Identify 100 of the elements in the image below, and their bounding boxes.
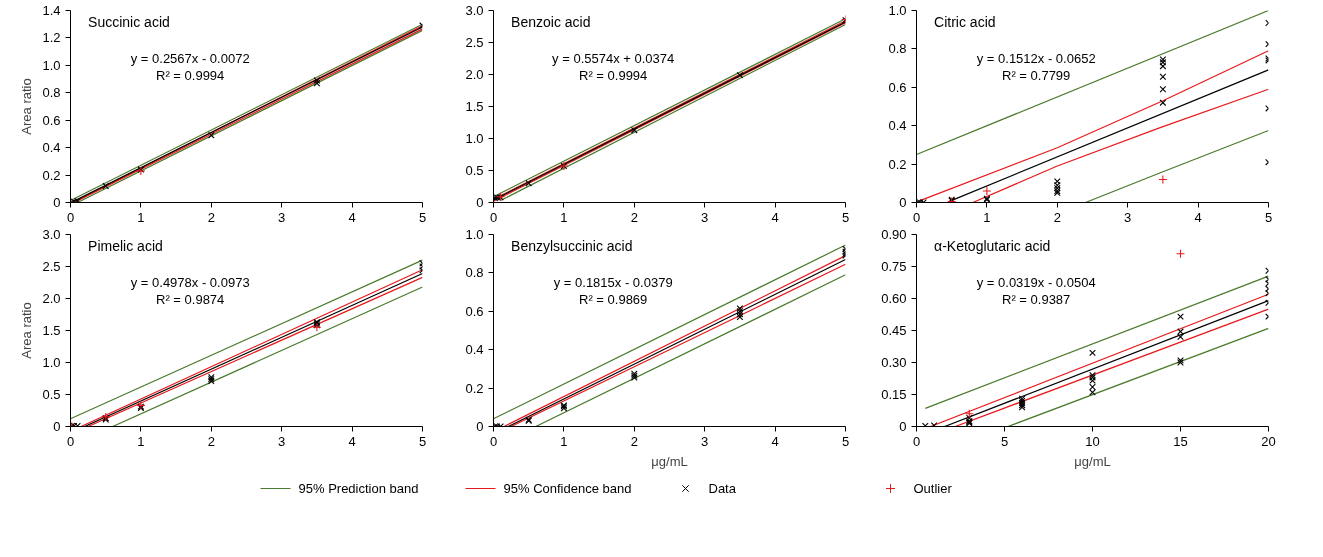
y-tick-label: 0.5 bbox=[465, 163, 484, 178]
x-tick-label: 5 bbox=[418, 433, 427, 449]
y-tick-label: 2.5 bbox=[465, 35, 484, 50]
x-tick-label: 2 bbox=[1053, 209, 1061, 225]
x-tick-label: 5 bbox=[1000, 433, 1009, 449]
annotation: R² = 0.9387 bbox=[1002, 292, 1071, 307]
y-tick-label: 3.0 bbox=[465, 3, 484, 18]
annotation: y = 0.0319x - 0.0504 bbox=[976, 275, 1096, 290]
annotation: R² = 0.9874 bbox=[156, 292, 225, 307]
chart-title: Succinic acid bbox=[88, 13, 170, 30]
y-tick-label: 0.2 bbox=[888, 156, 907, 172]
x-tick-label: 4 bbox=[348, 209, 356, 225]
y-tick-label: 0.8 bbox=[888, 41, 907, 57]
chart-title: α-Ketoglutaric acid bbox=[934, 237, 1051, 254]
x-tick-label: 0 bbox=[66, 209, 75, 225]
x-tick-label: 20 bbox=[1261, 433, 1276, 449]
y-tick-label: 0.4 bbox=[42, 140, 61, 156]
y-tick-label: 0.4 bbox=[888, 118, 907, 134]
y-axis-title: Area ratio bbox=[19, 78, 35, 135]
annotation: y = 0.4978x - 0.0973 bbox=[130, 275, 250, 290]
chart-title: Pimelic acid bbox=[88, 237, 163, 254]
x-tick-label: 10 bbox=[1085, 433, 1100, 449]
x-tick-label: 1 bbox=[137, 209, 145, 225]
x-tick-label: 1 bbox=[560, 433, 568, 449]
y-tick-label: 1.0 bbox=[465, 227, 484, 242]
annotation: y = 0.5574x + 0.0374 bbox=[552, 51, 675, 66]
annotation: y = 0.1815x - 0.0379 bbox=[553, 275, 673, 290]
x-tick-label: 2 bbox=[207, 433, 215, 449]
x-tick-label: 3 bbox=[278, 433, 286, 449]
y-tick-label: 0.45 bbox=[881, 323, 907, 338]
x-tick-label: 3 bbox=[701, 209, 709, 225]
y-tick-label: 1.5 bbox=[42, 323, 61, 338]
y-tick-label: 1.0 bbox=[888, 3, 907, 18]
y-tick-label: 0.15 bbox=[881, 387, 907, 402]
chart-title: Benzylsuccinic acid bbox=[511, 237, 633, 254]
y-tick-label: 0.2 bbox=[465, 380, 484, 396]
x-tick-label: 0 bbox=[489, 433, 498, 449]
y-tick-label: 1.4 bbox=[42, 3, 61, 18]
x-tick-label: 15 bbox=[1173, 433, 1188, 449]
legend-label: 95% Confidence band bbox=[503, 481, 632, 496]
y-tick-label: 3.0 bbox=[42, 227, 61, 242]
x-tick-label: 5 bbox=[841, 433, 850, 449]
x-tick-label: 4 bbox=[1194, 209, 1202, 225]
annotation: R² = 0.7799 bbox=[1002, 68, 1071, 83]
legend-label: Outlier bbox=[913, 481, 953, 496]
y-tick-label: 0 bbox=[53, 419, 61, 434]
x-tick-label: 1 bbox=[983, 209, 991, 225]
y-tick-label: 0 bbox=[899, 419, 907, 434]
annotation: y = 0.2567x - 0.0072 bbox=[130, 51, 250, 66]
y-tick-label: 0.6 bbox=[465, 303, 484, 319]
x-tick-label: 2 bbox=[630, 209, 638, 225]
legend-label: 95% Prediction band bbox=[298, 481, 419, 496]
x-tick-label: 1 bbox=[560, 209, 568, 225]
x-tick-label: 0 bbox=[912, 209, 921, 225]
y-tick-label: 1.2 bbox=[42, 30, 61, 46]
y-tick-label: 0 bbox=[476, 195, 484, 210]
y-tick-label: 0.6 bbox=[888, 79, 907, 95]
x-axis-title: μg/mL bbox=[1074, 453, 1111, 469]
y-tick-label: 1.0 bbox=[465, 131, 484, 146]
x-tick-label: 2 bbox=[630, 433, 638, 449]
legend-label: Data bbox=[708, 481, 737, 496]
x-tick-label: 4 bbox=[348, 433, 356, 449]
annotation: y = 0.1512x - 0.0652 bbox=[976, 51, 1096, 66]
x-tick-label: 3 bbox=[1124, 209, 1132, 225]
y-tick-label: 2.0 bbox=[465, 67, 484, 82]
y-tick-label: 0.8 bbox=[465, 265, 484, 281]
x-tick-label: 5 bbox=[418, 209, 427, 225]
chart-title: Citric acid bbox=[934, 13, 996, 30]
y-tick-label: 0 bbox=[53, 195, 61, 210]
y-tick-label: 0.60 bbox=[881, 291, 907, 306]
y-tick-label: 1.0 bbox=[42, 355, 61, 370]
x-tick-label: 0 bbox=[66, 433, 75, 449]
y-tick-label: 1.0 bbox=[42, 57, 61, 73]
y-tick-label: 0.4 bbox=[465, 342, 484, 358]
y-tick-label: 0.30 bbox=[881, 355, 907, 370]
annotation: R² = 0.9994 bbox=[156, 68, 225, 83]
y-tick-label: 1.5 bbox=[465, 99, 484, 114]
x-tick-label: 2 bbox=[207, 209, 215, 225]
x-tick-label: 3 bbox=[701, 433, 709, 449]
y-tick-label: 0.75 bbox=[881, 259, 907, 274]
y-axis-title: Area ratio bbox=[19, 302, 35, 359]
y-tick-label: 2.0 bbox=[42, 291, 61, 306]
y-tick-label: 2.5 bbox=[42, 259, 61, 274]
x-tick-label: 1 bbox=[137, 433, 145, 449]
chart-title: Benzoic acid bbox=[511, 13, 591, 30]
x-axis-title: μg/mL bbox=[651, 453, 688, 469]
y-tick-label: 0 bbox=[899, 195, 907, 210]
x-tick-label: 3 bbox=[278, 209, 286, 225]
x-tick-label: 4 bbox=[771, 433, 779, 449]
x-tick-label: 0 bbox=[912, 433, 921, 449]
x-tick-label: 5 bbox=[841, 209, 850, 225]
annotation: R² = 0.9869 bbox=[579, 292, 648, 307]
annotation: R² = 0.9994 bbox=[579, 68, 648, 83]
y-tick-label: 0.2 bbox=[42, 167, 61, 183]
y-tick-label: 0.8 bbox=[42, 85, 61, 101]
y-tick-label: 0.6 bbox=[42, 112, 61, 128]
x-tick-label: 0 bbox=[489, 209, 498, 225]
y-tick-label: 0.5 bbox=[42, 387, 61, 402]
x-tick-label: 4 bbox=[771, 209, 779, 225]
y-tick-label: 0 bbox=[476, 419, 484, 434]
